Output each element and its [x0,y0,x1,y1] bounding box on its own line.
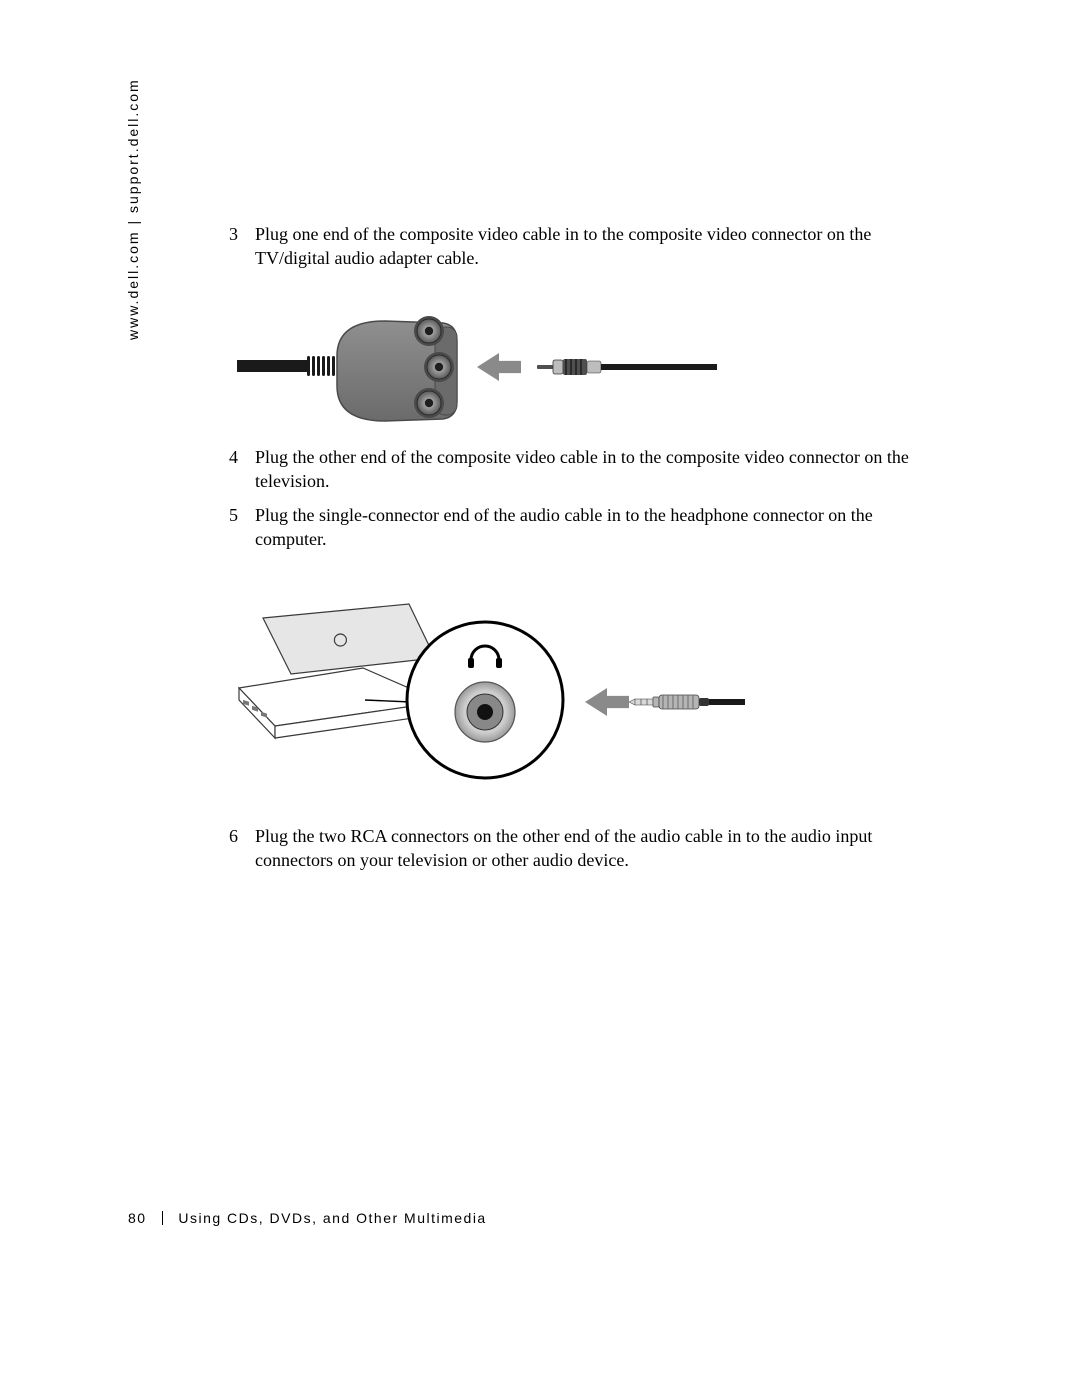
figure-headphone-jack [225,580,945,800]
section-title: Using CDs, DVDs, and Other Multimedia [178,1210,486,1226]
step-5: 5 Plug the single-connector end of the a… [225,503,945,552]
page-number: 80 [128,1210,147,1226]
footer-separator [162,1211,163,1225]
step-6: 6 Plug the two RCA connectors on the oth… [225,824,945,873]
step-3-number: 3 [225,222,255,246]
step-5-number: 5 [225,503,255,527]
step-6-number: 6 [225,824,255,848]
step-5-text: Plug the single-connector end of the aud… [255,503,945,552]
content-area: 3 Plug one end of the composite video ca… [225,222,945,872]
figure-composite-adapter [237,291,945,431]
step-3: 3 Plug one end of the composite video ca… [225,222,945,271]
step-3-text: Plug one end of the composite video cabl… [255,222,945,271]
sidebar-url: www.dell.com | support.dell.com [125,78,141,340]
step-4: 4 Plug the other end of the composite vi… [225,445,945,494]
document-page: www.dell.com | support.dell.com 3 Plug o… [0,0,1080,1397]
page-footer: 80 Using CDs, DVDs, and Other Multimedia [128,1210,487,1227]
step-6-text: Plug the two RCA connectors on the other… [255,824,945,873]
step-4-number: 4 [225,445,255,469]
step-4-text: Plug the other end of the composite vide… [255,445,945,494]
